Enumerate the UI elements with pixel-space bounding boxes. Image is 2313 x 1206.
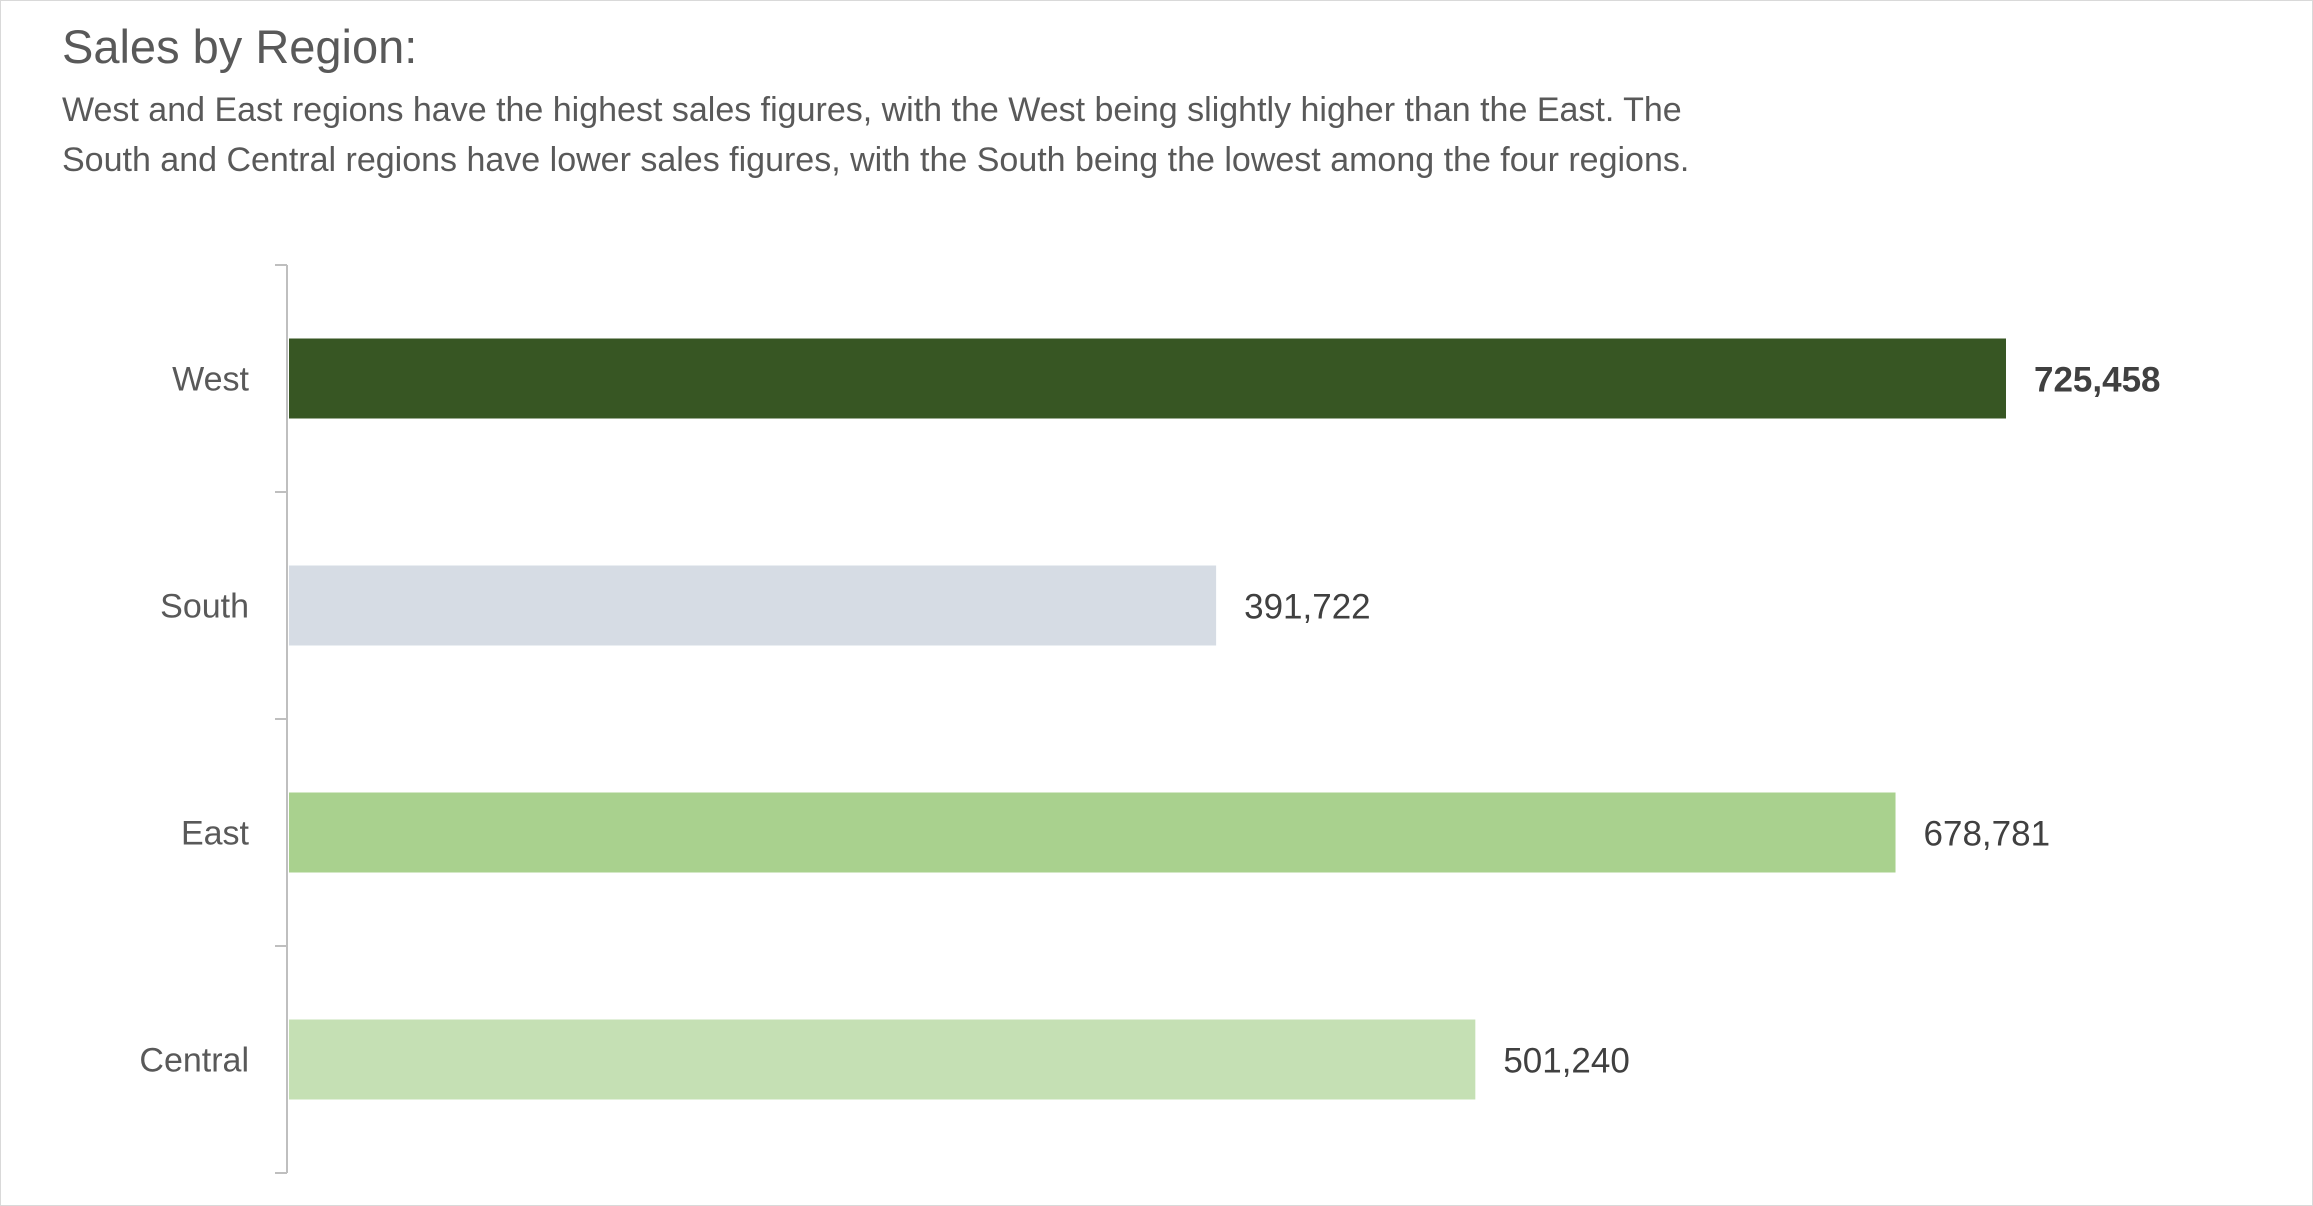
bar-east	[289, 792, 1896, 873]
category-label-west: West	[172, 361, 249, 399]
chart-subtitle-line-1: West and East regions have the highest s…	[62, 91, 1682, 129]
value-label-south: 391,722	[1244, 588, 1371, 627]
value-label-west: 725,458	[2034, 361, 2161, 400]
chart-title: Sales by Region:	[62, 20, 418, 73]
value-label-east: 678,781	[1924, 815, 2051, 854]
category-label-central: Central	[139, 1042, 249, 1080]
bar-south	[289, 565, 1217, 646]
chart-subtitle: West and East regions have the highest s…	[62, 85, 1962, 185]
value-label-central: 501,240	[1503, 1042, 1630, 1081]
category-label-east: East	[181, 815, 250, 853]
bar-west	[289, 338, 2006, 419]
chart-subtitle-line-2: South and Central regions have lower sal…	[62, 141, 1690, 179]
category-label-south: South	[160, 588, 249, 626]
bar-central	[289, 1019, 1476, 1100]
